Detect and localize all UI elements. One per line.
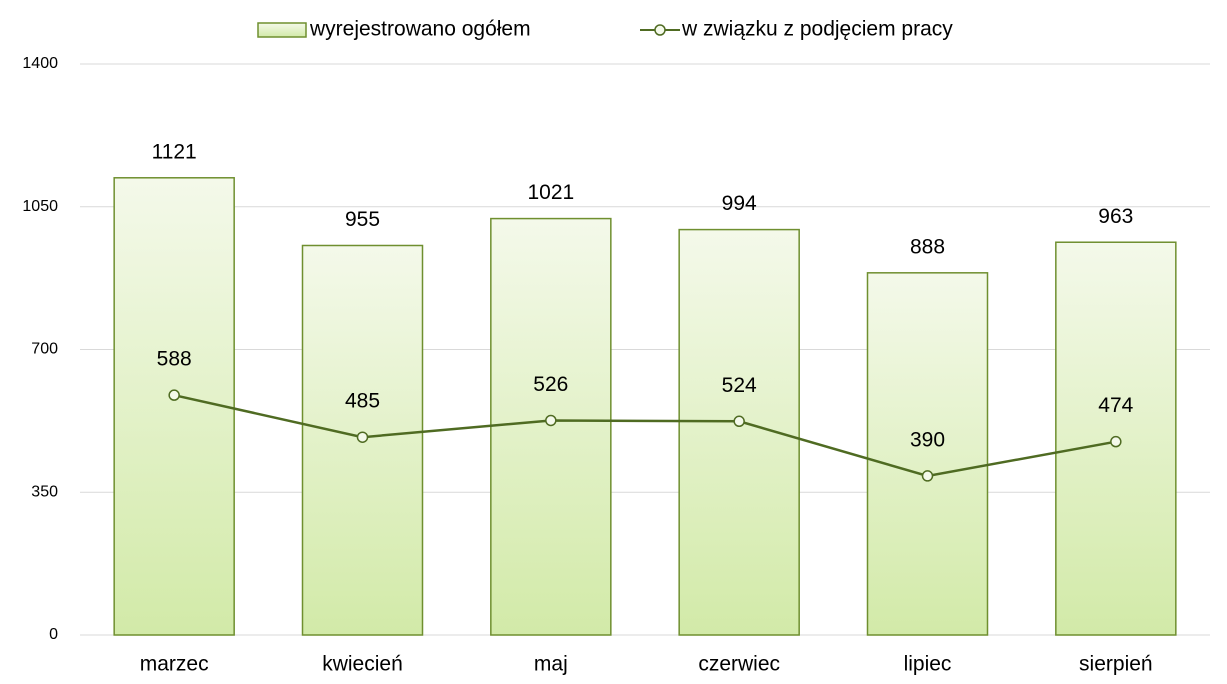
- line-marker: [168, 389, 180, 401]
- line-marker: [921, 470, 934, 482]
- bar-value-label: 1121: [152, 140, 197, 163]
- line-value-label: 526: [533, 373, 568, 396]
- line-marker: [545, 414, 557, 427]
- line-value-label: 485: [345, 390, 380, 413]
- bar: [301, 244, 424, 636]
- bar-value-label: 994: [722, 192, 757, 215]
- line-value-label: 588: [157, 348, 192, 371]
- bar-value-label: 963: [1098, 205, 1133, 228]
- legend-marker: [654, 24, 666, 36]
- line-value-label: 390: [910, 428, 945, 451]
- line-marker: [733, 415, 745, 428]
- x-tick-label: czerwiec: [698, 653, 780, 676]
- y-tick-label: 350: [31, 483, 58, 500]
- x-tick-label: kwiecień: [322, 653, 403, 676]
- bar-value-label: 1021: [527, 181, 574, 204]
- bar: [866, 272, 989, 636]
- x-tick-label: marzec: [140, 653, 209, 676]
- legend-label: wyrejestrowano ogółem: [309, 18, 531, 41]
- bar-value-label: 955: [345, 208, 380, 231]
- line-value-label: 474: [1098, 394, 1133, 417]
- bar-value-label: 888: [910, 235, 945, 258]
- y-tick-label: 700: [31, 341, 58, 358]
- line-marker: [356, 431, 369, 443]
- legend-label: w związku z podjęciem pracy: [681, 18, 953, 41]
- line-value-label: 524: [722, 374, 757, 397]
- y-tick-label: 0: [49, 626, 58, 643]
- x-tick-label: sierpień: [1079, 653, 1153, 676]
- bar: [490, 217, 612, 636]
- x-tick-label: lipiec: [904, 653, 952, 676]
- y-tick-label: 1400: [22, 55, 58, 72]
- line: [173, 393, 1117, 478]
- x-tick-label: maj: [534, 653, 568, 676]
- bar: [113, 177, 235, 636]
- line-marker: [1110, 435, 1122, 448]
- y-tick-label: 1050: [22, 198, 58, 215]
- legend-swatch: [257, 22, 307, 38]
